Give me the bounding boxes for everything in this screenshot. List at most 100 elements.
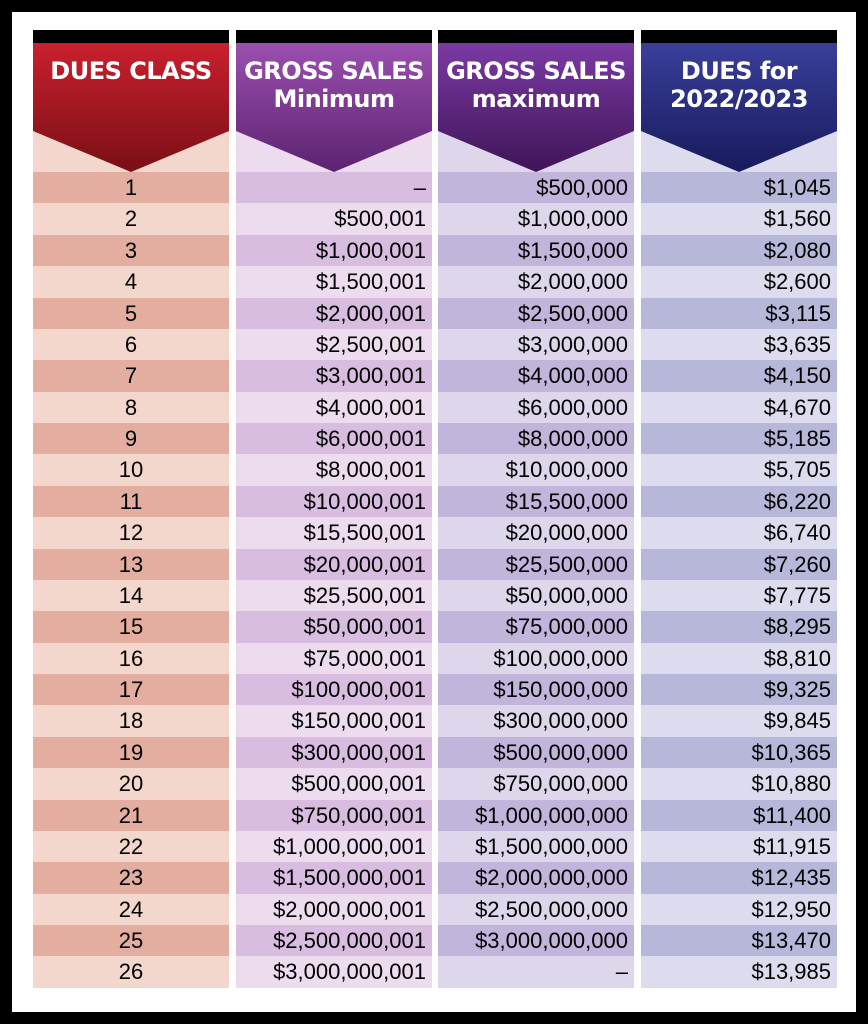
header-line-1: DUES CLASS (50, 57, 212, 85)
table-cell: $12,950 (641, 893, 837, 925)
header-line-1: DUES for (680, 57, 798, 85)
table-cell: $2,080 (641, 234, 837, 267)
table-cell: $9,845 (641, 705, 837, 737)
table-cell: 24 (33, 893, 229, 925)
table-cell: 9 (33, 423, 229, 455)
table-cell: $4,150 (641, 360, 837, 392)
header-chevron-shape (33, 43, 229, 172)
table-cell: $1,500,000,001 (236, 862, 432, 894)
table-cell: 6 (33, 328, 229, 361)
table-cell: 12 (33, 517, 229, 549)
table-cell: $4,000,000 (438, 360, 634, 392)
table-cell: 14 (33, 579, 229, 612)
table-cell: $2,000,001 (236, 297, 432, 329)
table-cell: $20,000,001 (236, 548, 432, 580)
table-cell: $9,325 (641, 674, 837, 706)
table-cell: $10,365 (641, 736, 837, 769)
table-cell: $10,000,000 (438, 454, 634, 486)
table-cell: $1,000,000,001 (236, 830, 432, 863)
table-cell: $12,435 (641, 862, 837, 894)
table-cell: $1,000,001 (236, 234, 432, 267)
header-chevron-shape (438, 43, 634, 172)
header-gross-sales-maximum: GROSS SALES maximum (438, 43, 634, 172)
table-cell: $4,670 (641, 391, 837, 423)
table-cell: $8,000,001 (236, 454, 432, 486)
header-chevron (438, 43, 634, 172)
table-cell: $3,000,001 (236, 360, 432, 392)
column-top-bar (438, 30, 634, 43)
table-cell: $11,915 (641, 830, 837, 863)
table-cell: 18 (33, 705, 229, 737)
table-cell: $3,000,000,000 (438, 925, 634, 957)
table-cell: $2,600 (641, 266, 837, 298)
dues-table-frame: DUES CLASS 1 2 3 4 5 6 7 8 9 10 11 12 13 14 15 16 17 18 19… (12, 12, 856, 1012)
table-cell: 13 (33, 548, 229, 580)
table-cell: $6,000,000 (438, 391, 634, 423)
table-cell: $100,000,000 (438, 642, 634, 674)
table-cell: $750,000,000 (438, 768, 634, 800)
header-line-1: GROSS SALES (244, 57, 424, 85)
table-cell: – (236, 172, 432, 204)
table-cell: $500,001 (236, 203, 432, 235)
table-cell: $3,000,000,001 (236, 956, 432, 988)
table-cell: $6,740 (641, 517, 837, 549)
table-cell: $13,985 (641, 956, 837, 988)
table-cell: $8,295 (641, 611, 837, 643)
table-cell: 22 (33, 830, 229, 863)
table-cell: 15 (33, 611, 229, 643)
column-cells: $500,000 $1,000,000 $1,500,000 $2,000,000 $2… (438, 172, 634, 988)
header-gross-sales-minimum: GROSS SALES Minimum (236, 43, 432, 172)
column-cells: 1 2 3 4 5 6 7 8 9 10 11 12 13 14 15 16 17 18 19 20 21 22 23 24 2… (33, 172, 229, 988)
table-cell: $500,000,001 (236, 768, 432, 800)
table-cell: $8,810 (641, 642, 837, 674)
table-cell: $2,500,000,000 (438, 893, 634, 925)
header-line-1: GROSS SALES (446, 57, 626, 85)
table-cell: $3,000,000 (438, 328, 634, 361)
header-label: GROSS SALES maximum (438, 57, 634, 113)
table-cell: $3,115 (641, 297, 837, 329)
table-cell: $50,000,001 (236, 611, 432, 643)
table-cell: $15,500,000 (438, 485, 634, 518)
table-cell: $10,000,001 (236, 485, 432, 518)
table-cell: $75,000,000 (438, 611, 634, 643)
table-cell: $7,775 (641, 579, 837, 612)
column-dues-class: DUES CLASS 1 2 3 4 5 6 7 8 9 10 11 12 13 14 15 16 17 18 19… (33, 30, 229, 988)
table-cell: $2,500,001 (236, 328, 432, 361)
table-cell: 16 (33, 642, 229, 674)
table-cell: $750,000,001 (236, 799, 432, 831)
table-cell: $1,560 (641, 203, 837, 235)
table-cell: $10,880 (641, 768, 837, 800)
table-cell: $8,000,000 (438, 423, 634, 455)
header-chevron-shape (236, 43, 432, 172)
column-gross-sales-minimum: GROSS SALES Minimum – $500,001 $1,000,001 $… (236, 30, 432, 988)
header-label: GROSS SALES Minimum (236, 57, 432, 113)
table-cell: $150,000,000 (438, 674, 634, 706)
column-top-bar (236, 30, 432, 43)
table-cell: 10 (33, 454, 229, 486)
table-cell: $2,000,000 (438, 266, 634, 298)
table-cell: $1,000,000,000 (438, 799, 634, 831)
table-cell: $100,000,001 (236, 674, 432, 706)
column-cells: $1,045 $1,560 $2,080 $2,600 $3,115 $3,635 $4,1… (641, 172, 837, 988)
table-cell: 2 (33, 203, 229, 235)
table-cell: $5,705 (641, 454, 837, 486)
table-cell: $15,500,001 (236, 517, 432, 549)
header-chevron (33, 43, 229, 172)
table-cell: 23 (33, 862, 229, 894)
table-cell: $25,500,000 (438, 548, 634, 580)
header-line-2: 2022/2023 (670, 85, 808, 113)
table-cell: 21 (33, 799, 229, 831)
table-cell: 25 (33, 925, 229, 957)
table-cell: $500,000,000 (438, 736, 634, 769)
table-cell: $4,000,001 (236, 391, 432, 423)
table-cell: $1,000,000 (438, 203, 634, 235)
table-cell: $300,000,000 (438, 705, 634, 737)
table-cell: 11 (33, 485, 229, 518)
table-cell: $75,000,001 (236, 642, 432, 674)
table-cell: 5 (33, 297, 229, 329)
table-cell: $1,500,000,000 (438, 830, 634, 863)
table-cell: 1 (33, 172, 229, 204)
column-dues-2022-2023: DUES for 2022/2023 $1,045 $1,560 $2,080 $2,… (641, 30, 837, 988)
table-cell: $150,000,001 (236, 705, 432, 737)
table-cell: $25,500,001 (236, 579, 432, 612)
